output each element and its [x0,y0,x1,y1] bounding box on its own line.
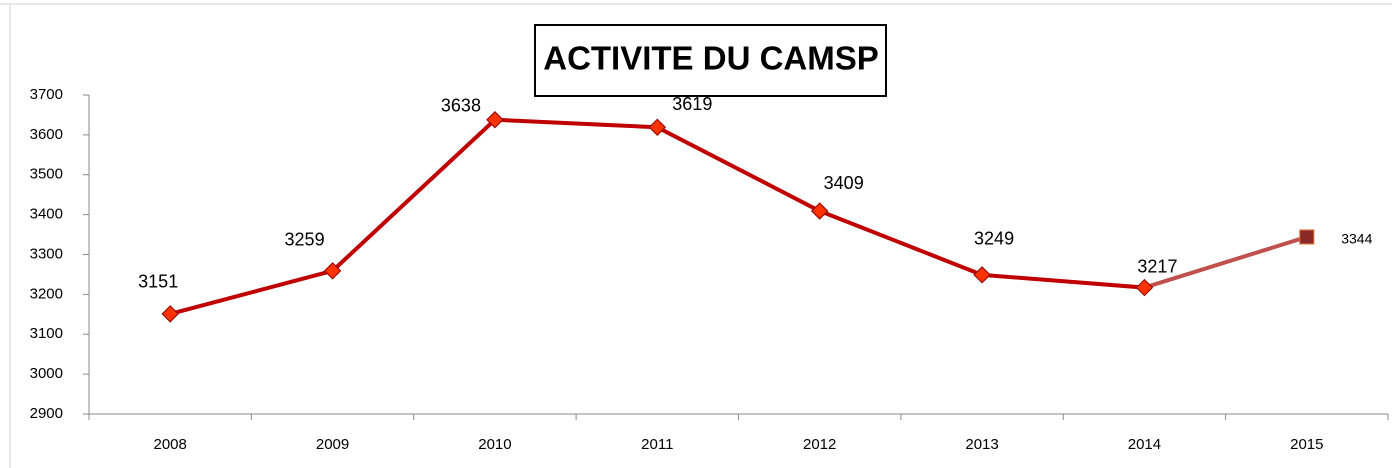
data-label: 3409 [824,173,864,193]
y-tick-label: 3500 [30,166,63,183]
y-tick-label: 3700 [30,86,63,103]
y-tick-label: 3600 [30,126,63,143]
data-label: 3151 [138,272,178,292]
y-tick-label: 3200 [30,285,63,302]
data-label: 3217 [1137,256,1177,276]
marker [161,305,179,323]
title-box [534,24,887,97]
marker [973,266,991,284]
data-label: 3344 [1341,231,1372,247]
y-tick-label: 3100 [30,325,63,342]
chart-title: ACTIVITE DU CAMSP [543,40,879,77]
marker [1135,278,1154,297]
data-label: 3638 [441,95,481,115]
x-tick-label: 2011 [641,436,673,453]
y-tick-label: 3000 [30,365,63,382]
marker [323,262,342,280]
x-tick-label: 2013 [965,436,998,453]
data-label: 3259 [285,230,325,250]
marker [810,202,829,220]
data-label: 3249 [974,229,1014,249]
x-tick-label: 2009 [316,436,349,453]
marker [486,111,504,129]
data-label: 3619 [672,94,712,114]
y-tick-label: 3400 [30,206,63,223]
marker [1299,229,1315,245]
x-tick-label: 2010 [478,436,511,453]
x-tick-label: 2008 [154,436,187,453]
x-tick-label: 2015 [1290,436,1323,453]
marker [648,118,667,137]
y-tick-label: 3300 [30,245,63,262]
x-tick-label: 2014 [1128,436,1161,453]
x-tick-label: 2012 [803,436,836,453]
y-tick-label: 2900 [30,405,63,422]
series-line-highlight [1143,235,1308,290]
